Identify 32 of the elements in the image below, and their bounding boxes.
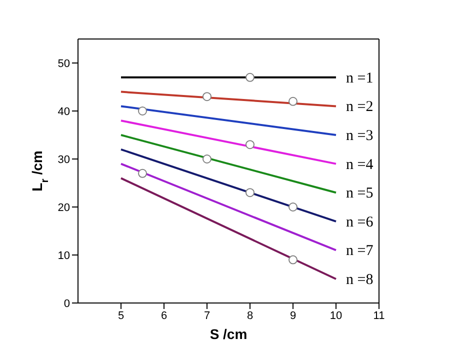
point bbox=[246, 140, 254, 150]
series-label: n =6 bbox=[346, 214, 374, 230]
point bbox=[138, 106, 147, 116]
y-tick-label: 30 bbox=[58, 154, 70, 166]
y-tick-label: 40 bbox=[58, 106, 70, 118]
point bbox=[288, 202, 298, 212]
x-tick-label: 11 bbox=[373, 310, 385, 322]
series-label: n =2 bbox=[346, 99, 374, 116]
series-label: n =8 bbox=[346, 272, 374, 288]
x-tick-label: 5 bbox=[118, 310, 124, 322]
series-label: n =5 bbox=[346, 186, 374, 202]
x-axis-title: S /cm bbox=[210, 326, 248, 342]
y-tick-label: 10 bbox=[58, 250, 70, 262]
point bbox=[202, 92, 212, 102]
series-label: n =3 bbox=[346, 128, 374, 144]
x-tick-label: 7 bbox=[204, 310, 210, 322]
point bbox=[288, 96, 298, 106]
point bbox=[288, 255, 298, 264]
point bbox=[138, 168, 147, 178]
y-tick-label: 0 bbox=[64, 298, 70, 310]
x-tick-label: 8 bbox=[246, 310, 254, 322]
y-tick-label: 50 bbox=[58, 58, 70, 70]
y-tick-label: 20 bbox=[58, 202, 70, 214]
point bbox=[246, 72, 254, 82]
point bbox=[246, 188, 254, 198]
x-tick-label: 9 bbox=[290, 310, 296, 322]
series-label: n =4 bbox=[346, 156, 374, 173]
x-tick-label: 6 bbox=[160, 310, 168, 322]
x-tick-label: 10 bbox=[330, 310, 342, 322]
series-label: n =7 bbox=[346, 243, 374, 260]
point bbox=[202, 154, 212, 164]
series-label: n =1 bbox=[346, 70, 374, 86]
